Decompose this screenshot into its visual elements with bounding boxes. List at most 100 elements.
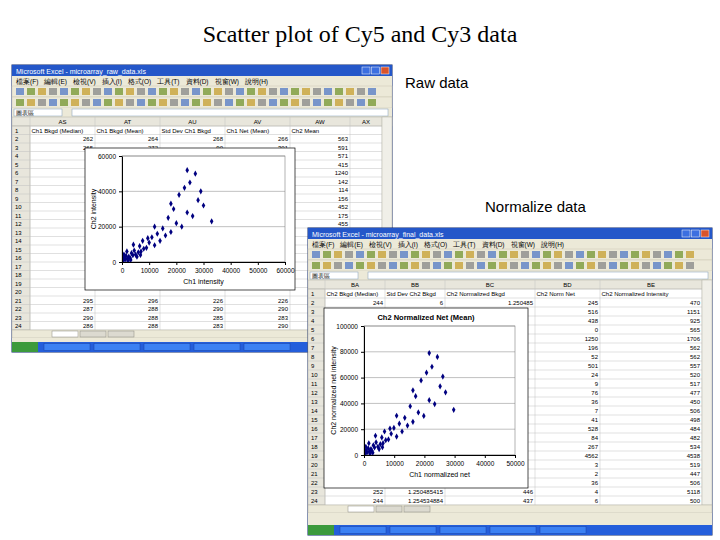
toolbar-icon[interactable] (203, 99, 211, 106)
toolbar-icon[interactable] (335, 99, 343, 106)
toolbar-icon[interactable] (170, 88, 178, 95)
toolbar-icon[interactable] (444, 251, 452, 258)
toolbar-icon[interactable] (148, 88, 156, 95)
toolbar-icon[interactable] (236, 99, 244, 106)
toolbar-icon[interactable] (324, 88, 332, 95)
taskbar-item[interactable] (144, 344, 190, 351)
toolbar-icon[interactable] (433, 251, 441, 258)
toolbar-icon[interactable] (137, 88, 145, 95)
toolbar-icon[interactable] (27, 88, 35, 95)
toolbar-icon[interactable] (71, 99, 79, 106)
toolbar-icon[interactable] (532, 262, 540, 269)
toolbar-icon[interactable] (302, 99, 310, 106)
toolbar-icon[interactable] (159, 99, 167, 106)
toolbar-icon[interactable] (631, 251, 639, 258)
toolbar-icon[interactable] (126, 99, 134, 106)
toolbar-icon[interactable] (587, 262, 595, 269)
toolbar-icon[interactable] (620, 251, 628, 258)
menu-item[interactable]: 說明(H) (245, 78, 268, 86)
toolbar-icon[interactable] (532, 251, 540, 258)
sheet-tab[interactable] (80, 331, 106, 337)
menu-item[interactable]: 視窗(W) (511, 241, 535, 249)
toolbar-icon[interactable] (543, 251, 551, 258)
toolbar-icon[interactable] (181, 99, 189, 106)
sheet-tab[interactable] (404, 506, 430, 512)
toolbar-icon[interactable] (367, 251, 375, 258)
toolbar-icon[interactable] (115, 99, 123, 106)
toolbar-icon[interactable] (236, 88, 244, 95)
menu-item[interactable]: 插入(I) (102, 78, 122, 86)
toolbar-icon[interactable] (148, 99, 156, 106)
menu-item[interactable]: 檢視(V) (369, 241, 392, 249)
toolbar-icon[interactable] (389, 262, 397, 269)
toolbar-icon[interactable] (82, 88, 90, 95)
toolbar-icon[interactable] (653, 262, 661, 269)
toolbar-icon[interactable] (368, 99, 376, 106)
toolbar-icon[interactable] (609, 262, 617, 269)
window-button[interactable] (362, 67, 370, 74)
toolbar-icon[interactable] (642, 262, 650, 269)
toolbar-icon[interactable] (345, 262, 353, 269)
toolbar-icon[interactable] (346, 99, 354, 106)
sheet-tab[interactable] (52, 331, 78, 337)
toolbar-icon[interactable] (444, 262, 452, 269)
menu-item[interactable]: 插入(I) (398, 241, 418, 249)
toolbar-icon[interactable] (356, 262, 364, 269)
menu-item[interactable]: 檔案(F) (312, 240, 334, 249)
toolbar-icon[interactable] (686, 251, 694, 258)
menu-item[interactable]: 格式(O) (423, 241, 447, 249)
toolbar-icon[interactable] (291, 88, 299, 95)
toolbar-icon[interactable] (521, 251, 529, 258)
name-box[interactable] (310, 272, 358, 279)
toolbar-icon[interactable] (686, 262, 694, 269)
toolbar-icon[interactable] (400, 251, 408, 258)
toolbar-icon[interactable] (609, 251, 617, 258)
toolbar-icon[interactable] (554, 262, 562, 269)
toolbar-icon[interactable] (49, 88, 57, 95)
start-button[interactable] (308, 525, 334, 535)
toolbar-icon[interactable] (312, 251, 320, 258)
toolbar-icon[interactable] (214, 88, 222, 95)
toolbar-icon[interactable] (488, 262, 496, 269)
window-button[interactable] (381, 67, 389, 74)
toolbar-icon[interactable] (60, 99, 68, 106)
menu-item[interactable]: 資料(D) (482, 241, 505, 249)
toolbar-icon[interactable] (455, 262, 463, 269)
taskbar-item[interactable] (244, 344, 290, 351)
toolbar-icon[interactable] (312, 262, 320, 269)
toolbar-icon[interactable] (477, 262, 485, 269)
toolbar-icon[interactable] (16, 99, 24, 106)
toolbar-icon[interactable] (49, 99, 57, 106)
toolbar-icon[interactable] (620, 262, 628, 269)
toolbar-icon[interactable] (16, 88, 24, 95)
toolbar-icon[interactable] (323, 262, 331, 269)
toolbar-icon[interactable] (664, 251, 672, 258)
toolbar-icon[interactable] (93, 99, 101, 106)
toolbar-icon[interactable] (368, 88, 376, 95)
formula-field[interactable] (72, 109, 388, 116)
toolbar-icon[interactable] (302, 88, 310, 95)
toolbar-icon[interactable] (225, 99, 233, 106)
toolbar-icon[interactable] (214, 99, 222, 106)
toolbar-icon[interactable] (345, 251, 353, 258)
toolbar-icon[interactable] (357, 99, 365, 106)
toolbar-icon[interactable] (565, 251, 573, 258)
toolbar-icon[interactable] (192, 88, 200, 95)
toolbar-icon[interactable] (280, 88, 288, 95)
toolbar-icon[interactable] (269, 88, 277, 95)
toolbar-icon[interactable] (422, 262, 430, 269)
toolbar-icon[interactable] (675, 262, 683, 269)
toolbar-icon[interactable] (642, 251, 650, 258)
toolbar-icon[interactable] (82, 99, 90, 106)
toolbar-icon[interactable] (598, 262, 606, 269)
toolbar-icon[interactable] (389, 251, 397, 258)
toolbar-icon[interactable] (554, 251, 562, 258)
menu-item[interactable]: 檔案(F) (16, 77, 38, 86)
sheet-tab[interactable] (108, 331, 134, 337)
toolbar-icon[interactable] (104, 88, 112, 95)
toolbar-icon[interactable] (323, 251, 331, 258)
toolbar-icon[interactable] (411, 262, 419, 269)
taskbar-item[interactable] (194, 344, 240, 351)
toolbar-icon[interactable] (335, 88, 343, 95)
toolbar-icon[interactable] (521, 262, 529, 269)
